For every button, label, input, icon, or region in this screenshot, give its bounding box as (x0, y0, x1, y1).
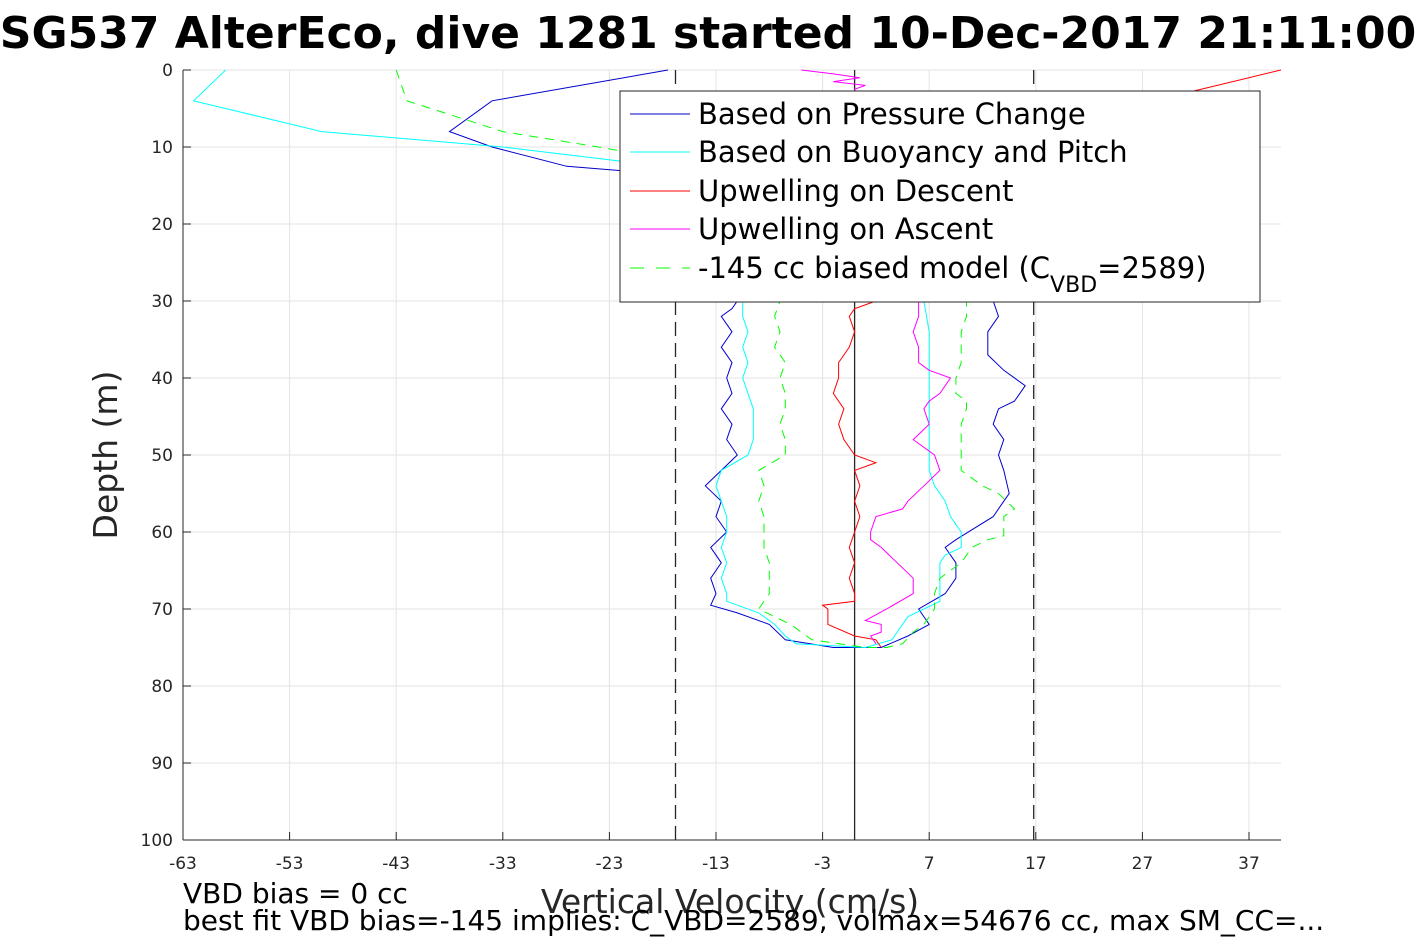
x-tick-label: -33 (489, 854, 517, 874)
x-tick-label: 27 (1132, 854, 1154, 874)
legend: Based on Pressure Change Based on Buoyanc… (619, 90, 1261, 303)
legend-label-1: Based on Pressure Change (698, 97, 1086, 131)
series-line-3 (821, 69, 1282, 648)
y-tick-label: 80 (151, 677, 173, 697)
x-tick-label: 37 (1238, 854, 1260, 874)
chart-title: SG537 AlterEco, dive 1281 started 10-Dec… (0, 8, 1416, 59)
legend-box (619, 90, 1261, 303)
y-tick-label: 10 (151, 138, 173, 158)
x-tick-label: -63 (169, 854, 197, 874)
legend-label-4: Upwelling on Ascent (698, 212, 993, 246)
y-tick-label: 70 (151, 600, 173, 620)
series-line-5 (395, 69, 1016, 648)
y-tick-label: 60 (151, 523, 173, 543)
y-tick-label: 0 (162, 61, 173, 81)
y-tick-label: 30 (151, 292, 173, 312)
best-fit-note: best fit VBD bias=-145 implies: C_VBD=25… (183, 904, 1324, 937)
x-tick-label: -3 (814, 854, 831, 874)
x-tick-label: 17 (1025, 854, 1047, 874)
y-axis-label: Depth (m) (86, 371, 125, 540)
y-tick-labels: 0 10 20 30 40 50 60 70 80 90 100 (141, 61, 173, 851)
x-tick-label: -53 (276, 854, 304, 874)
y-tick-label: 100 (141, 831, 173, 851)
legend-label-2: Based on Buoyancy and Pitch (698, 135, 1128, 169)
x-tick-labels: -63 -53 -43 -33 -23 -13 -3 7 17 27 37 (169, 854, 1260, 874)
vbd-bias-note: VBD bias = 0 cc (183, 877, 408, 910)
y-tick-label: 20 (151, 215, 173, 235)
series-line-1 (448, 69, 1026, 648)
legend-label-3: Upwelling on Descent (698, 174, 1014, 208)
series-group (192, 69, 1282, 649)
x-tick-label: -43 (382, 854, 410, 874)
x-tick-label: 7 (924, 854, 935, 874)
series-line-2 (192, 69, 962, 649)
legend-label-5: -145 cc biased model (CVBD=2589) (698, 251, 1207, 298)
y-tick-label: 90 (151, 754, 173, 774)
x-axis-label: Vertical Velocity (cm/s) (541, 882, 919, 921)
x-tick-label: -13 (702, 854, 730, 874)
y-tick-label: 50 (151, 446, 173, 466)
y-tick-label: 40 (151, 369, 173, 389)
x-tick-label: -23 (596, 854, 624, 874)
axes (182, 69, 1281, 841)
